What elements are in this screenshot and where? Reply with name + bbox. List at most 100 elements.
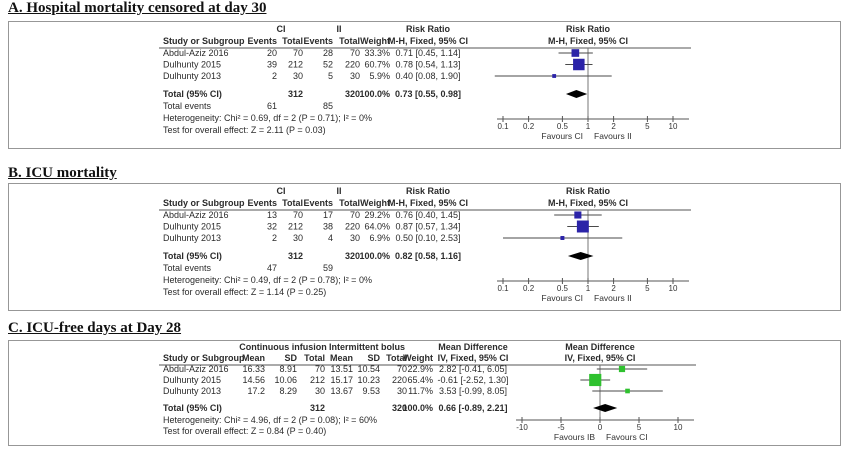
favours-right-label: Favours II — [594, 293, 632, 303]
group1-value: 70 — [293, 210, 303, 220]
group2-value: 70 — [397, 364, 407, 374]
panel-b-title: B. ICU mortality — [8, 165, 117, 181]
group1-column-header: Total — [282, 36, 303, 46]
total-label: Total (95% CI) — [163, 89, 222, 99]
group1-value: 2 — [272, 233, 277, 243]
favours-left-label: Favours CI — [541, 293, 583, 303]
weight-value: 29.2% — [364, 210, 390, 220]
axis-tick-label: 0.5 — [557, 284, 569, 293]
effect-measure-header: Risk Ratio — [566, 186, 611, 196]
group2-value: 70 — [350, 210, 360, 220]
weight-column-header: Weight — [403, 353, 433, 363]
effect-square — [571, 49, 580, 57]
axis-tick-label: 2 — [611, 122, 616, 131]
group1-value: 8.29 — [279, 386, 297, 396]
group2-column-header: Total — [339, 198, 360, 208]
group1-value: 70 — [315, 364, 325, 374]
group1-value: 30 — [315, 386, 325, 396]
ci-text: -0.61 [-2.52, 1.30] — [437, 375, 508, 385]
axis-tick-label: 10 — [669, 122, 678, 131]
group1-total: 312 — [310, 403, 325, 413]
group1-value: 212 — [288, 222, 303, 232]
effect-measure-header: Mean Difference — [438, 342, 508, 352]
study-column-header: Study or Subgroup — [163, 36, 245, 46]
heterogeneity-text: Heterogeneity: Chi² = 0.69, df = 2 (P = … — [163, 113, 372, 123]
panel-a-forest-plot-svg: CI II Risk Ratio Risk Ratio Study or Subgrou… — [159, 24, 691, 141]
group1-value: 13 — [267, 210, 277, 220]
group2-column-header: SD — [367, 353, 380, 363]
study-label: Dulhunty 2013 — [163, 71, 221, 81]
group2-value: 5 — [328, 71, 333, 81]
effect-square — [625, 388, 630, 394]
study-label: Dulhunty 2013 — [163, 386, 221, 396]
group1-header: Continuous infusion — [239, 342, 326, 352]
weight-value: 22.9% — [407, 364, 433, 374]
study-label: Dulhunty 2015 — [163, 375, 221, 385]
effect-method-header: IV, Fixed, 95% CI — [565, 353, 636, 363]
group1-total: 312 — [288, 89, 303, 99]
favours-left-label: Favours IB — [554, 432, 595, 442]
total-ci-text: 0.66 [-0.89, 2.21] — [438, 403, 507, 413]
group2-value: 52 — [323, 60, 333, 70]
total-diamond — [593, 404, 618, 412]
total-diamond — [565, 90, 588, 98]
group2-total: 320 — [392, 403, 407, 413]
group2-value: 220 — [345, 222, 360, 232]
group2-value: 30 — [397, 386, 407, 396]
group2-column-header: Total — [339, 36, 360, 46]
total-events-label: Total events — [163, 101, 212, 111]
ci-text: 2.82 [-0.41, 6.05] — [439, 364, 507, 374]
group1-column-header: Events — [247, 36, 277, 46]
panel-c-plot-box: Continuous infusion Intermittent bolus Mea… — [8, 340, 841, 446]
effect-method-header: M-H, Fixed, 95% CI — [548, 36, 628, 46]
effect-measure-header: Risk Ratio — [406, 24, 451, 34]
study-label: Dulhunty 2013 — [163, 233, 221, 243]
effect-square — [618, 365, 626, 373]
group2-value: 17 — [323, 210, 333, 220]
total-weight: 100.0% — [359, 251, 390, 261]
group1-value: 20 — [267, 48, 277, 58]
effect-square — [573, 58, 585, 71]
group1-header: CI — [277, 186, 286, 196]
group2-column-header: Events — [303, 198, 333, 208]
ci-text: 0.50 [0.10, 2.53] — [395, 233, 460, 243]
axis-tick-label: 5 — [645, 284, 650, 293]
axis-tick-label: 0.1 — [497, 122, 509, 131]
group2-header: Intermittent bolus — [329, 342, 405, 352]
total-label: Total (95% CI) — [163, 403, 222, 413]
axis-tick-label: 1 — [586, 122, 591, 131]
group1-value: 212 — [288, 60, 303, 70]
axis-tick-label: 10 — [674, 423, 683, 432]
axis-tick-label: -10 — [516, 423, 528, 432]
group2-header: II — [336, 24, 341, 34]
group2-value: 28 — [323, 48, 333, 58]
weight-value: 5.9% — [369, 71, 390, 81]
ci-text: 0.71 [0.45, 1.14] — [395, 48, 460, 58]
study-label: Dulhunty 2015 — [163, 60, 221, 70]
group2-value: 9.53 — [362, 386, 380, 396]
study-column-header: Study or Subgroup — [163, 353, 245, 363]
ci-text: 0.40 [0.08, 1.90] — [395, 71, 460, 81]
ci-text: 0.78 [0.54, 1.13] — [395, 60, 460, 70]
effect-measure-header: Mean Difference — [565, 342, 635, 352]
axis-tick-label: 0.2 — [523, 284, 535, 293]
group1-column-header: Total — [304, 353, 325, 363]
total-diamond — [567, 252, 594, 260]
overall-test-text: Test for overall effect: Z = 1.14 (P = 0… — [163, 287, 326, 297]
ci-text: 0.87 [0.57, 1.34] — [395, 222, 460, 232]
group2-column-header: Events — [303, 36, 333, 46]
group1-value: 16.33 — [242, 364, 265, 374]
total-weight: 100.0% — [359, 89, 390, 99]
weight-value: 11.7% — [408, 386, 433, 396]
group2-value: 30 — [350, 233, 360, 243]
group1-value: 30 — [293, 233, 303, 243]
effect-square — [560, 236, 565, 240]
group2-column-header: Mean — [330, 353, 353, 363]
group1-value: 30 — [293, 71, 303, 81]
effect-measure-header: Risk Ratio — [406, 186, 451, 196]
total-events-group2: 59 — [323, 263, 333, 273]
total-ci-text: 0.73 [0.55, 0.98] — [395, 89, 461, 99]
group2-value: 13.67 — [330, 386, 353, 396]
effect-square — [574, 211, 582, 219]
